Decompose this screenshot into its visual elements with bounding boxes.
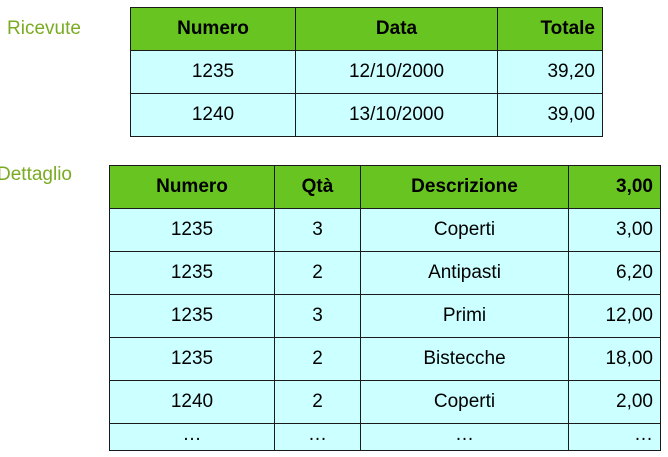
ricevute-cell-numero: 1240 <box>130 93 296 137</box>
ricevute-header-totale: Totale <box>497 7 603 51</box>
ricevute-cell-numero: 1235 <box>130 50 296 94</box>
dettaglio-cell-qta: … <box>274 423 361 451</box>
dettaglio-header-row: Numero Qtà Descrizione 3,00 <box>109 165 661 209</box>
dettaglio-cell-numero: 1235 <box>109 294 275 338</box>
dettaglio-cell-descrizione: Primi <box>360 294 569 338</box>
table-row: 1240 13/10/2000 39,00 <box>130 93 603 137</box>
table-row: 1235 12/10/2000 39,20 <box>130 50 603 94</box>
ricevute-cell-totale: 39,00 <box>497 93 603 137</box>
dettaglio-cell-descrizione: Antipasti <box>360 251 569 295</box>
ricevute-label: Ricevute <box>7 18 81 39</box>
dettaglio-cell-numero: 1235 <box>109 251 275 295</box>
dettaglio-cell-numero: 1235 <box>109 208 275 252</box>
dettaglio-label: Dettaglio <box>0 164 72 185</box>
dettaglio-cell-descrizione: Bistecche <box>360 337 569 381</box>
dettaglio-table: Numero Qtà Descrizione 3,00 1235 3 Coper… <box>109 165 661 451</box>
dettaglio-cell-importo: 6,20 <box>568 251 661 295</box>
dettaglio-cell-numero: … <box>109 423 275 451</box>
ricevute-cell-data: 12/10/2000 <box>295 50 498 94</box>
dettaglio-cell-importo: 3,00 <box>568 208 661 252</box>
dettaglio-cell-importo: 2,00 <box>568 380 661 424</box>
dettaglio-cell-importo: 12,00 <box>568 294 661 338</box>
table-row: 1240 2 Coperti 2,00 <box>109 380 661 424</box>
dettaglio-cell-descrizione: Coperti <box>360 208 569 252</box>
ricevute-cell-data: 13/10/2000 <box>295 93 498 137</box>
ricevute-cell-totale: 39,20 <box>497 50 603 94</box>
table-row: 1235 2 Bistecche 18,00 <box>109 337 661 381</box>
ricevute-header-data: Data <box>295 7 498 51</box>
dettaglio-cell-qta: 2 <box>274 337 361 381</box>
dettaglio-header-descrizione: Descrizione <box>360 165 569 209</box>
dettaglio-cell-qta: 2 <box>274 251 361 295</box>
dettaglio-header-numero: Numero <box>109 165 275 209</box>
dettaglio-cell-descrizione: Coperti <box>360 380 569 424</box>
table-row: 1235 3 Coperti 3,00 <box>109 208 661 252</box>
dettaglio-header-qta: Qtà <box>274 165 361 209</box>
dettaglio-cell-numero: 1235 <box>109 337 275 381</box>
dettaglio-cell-qta: 3 <box>274 294 361 338</box>
ricevute-header-row: Numero Data Totale <box>130 7 603 51</box>
dettaglio-cell-importo: … <box>568 423 661 451</box>
dettaglio-cell-qta: 3 <box>274 208 361 252</box>
table-row: … … … … <box>109 423 661 451</box>
dettaglio-cell-numero: 1240 <box>109 380 275 424</box>
dettaglio-header-importo: 3,00 <box>568 165 661 209</box>
dettaglio-cell-importo: 18,00 <box>568 337 661 381</box>
dettaglio-cell-descrizione: … <box>360 423 569 451</box>
ricevute-table: Numero Data Totale 1235 12/10/2000 39,20… <box>130 7 603 137</box>
ricevute-header-numero: Numero <box>130 7 296 51</box>
dettaglio-cell-qta: 2 <box>274 380 361 424</box>
table-row: 1235 2 Antipasti 6,20 <box>109 251 661 295</box>
table-row: 1235 3 Primi 12,00 <box>109 294 661 338</box>
